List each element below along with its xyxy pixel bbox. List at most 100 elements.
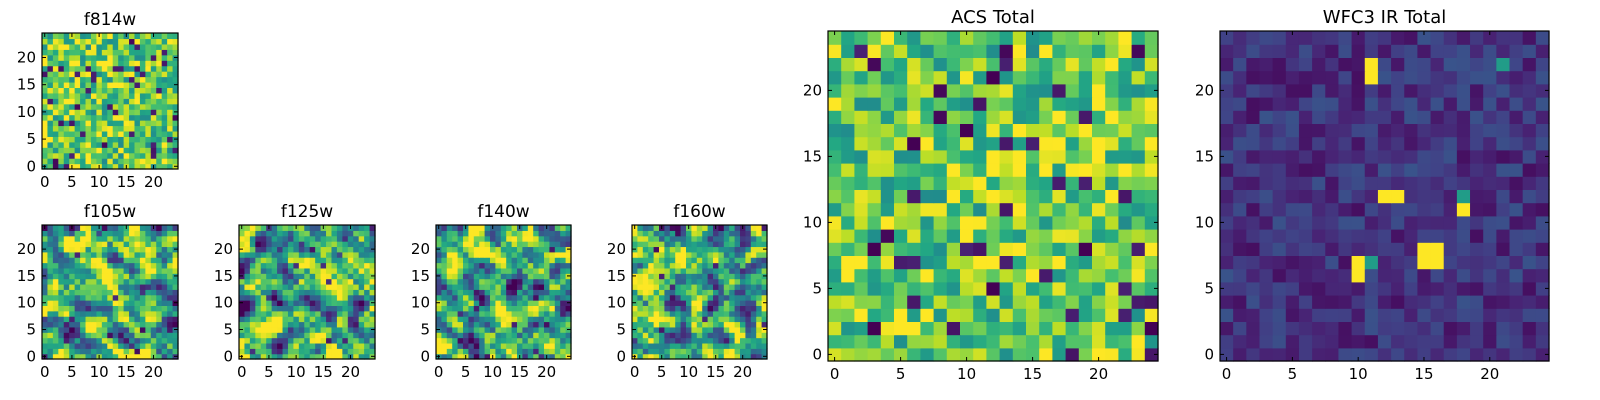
heatmap-cell [463, 235, 469, 242]
heatmap-cell [495, 283, 502, 290]
heatmap-cell [632, 283, 638, 290]
heatmap-cell [894, 321, 908, 336]
heatmap-cell [293, 246, 300, 253]
heatmap-cell [293, 230, 300, 237]
heatmap-cell [642, 241, 649, 248]
heatmap-cell [680, 326, 687, 333]
heatmap-cell [145, 289, 152, 296]
heatmap-cell [648, 305, 655, 312]
heatmap-cell [495, 316, 502, 323]
heatmap-cell [139, 251, 146, 258]
heatmap-cell [107, 246, 114, 253]
heatmap-cell [544, 326, 550, 333]
heatmap-cell [1246, 295, 1261, 309]
heatmap-cell [745, 332, 752, 339]
heatmap-cell [1351, 189, 1366, 204]
heatmap-cell [750, 283, 757, 290]
heatmap-cell [973, 110, 987, 124]
heatmap-cell [145, 353, 152, 360]
heatmap-cell [669, 305, 676, 312]
heatmap-cell [161, 310, 168, 317]
heatmap-cell [867, 163, 882, 177]
heatmap-cell [490, 332, 496, 339]
heatmap-cell [118, 241, 125, 248]
heatmap-cell [42, 283, 49, 290]
heatmap-cell [63, 316, 70, 323]
heatmap-cell [326, 300, 333, 306]
heatmap-cell [90, 326, 97, 333]
heatmap-cell [511, 246, 518, 253]
heatmap-cell [69, 152, 76, 159]
heatmap-cell [750, 294, 757, 301]
heatmap-cell [1131, 229, 1146, 243]
heatmap-cell [309, 273, 316, 280]
heatmap-cell [287, 267, 294, 274]
heatmap-cell [686, 241, 692, 248]
heatmap-cell [907, 176, 921, 190]
heatmap-cells [42, 33, 179, 170]
heatmap-cell [436, 337, 442, 344]
heatmap-cell [452, 294, 459, 301]
heatmap-cell [156, 65, 163, 72]
heatmap-cell [172, 225, 179, 231]
heatmap-cell [734, 267, 741, 274]
heatmap-cell [484, 273, 491, 280]
heatmap-cell [1417, 83, 1432, 98]
heatmap-cell [500, 348, 507, 355]
heatmap-cell [933, 215, 948, 230]
heatmap-cell [282, 230, 289, 237]
heatmap-cell [734, 316, 741, 323]
heatmap-cell [96, 130, 103, 137]
heatmap-cell [745, 246, 752, 253]
heatmap-cell [1233, 347, 1247, 362]
heatmap-cell [648, 300, 655, 306]
heatmap-cell [1443, 202, 1458, 217]
heatmap-cell [1144, 229, 1159, 243]
heatmap-cell [364, 300, 371, 306]
heatmap-cell [58, 251, 65, 258]
heatmap-cell [1220, 189, 1234, 204]
heatmap-cell [244, 251, 251, 258]
heatmap-cell [96, 337, 103, 344]
heatmap-cell [1246, 268, 1261, 283]
heatmap-cell [1272, 97, 1287, 111]
heatmap-cell [960, 255, 974, 270]
heatmap-cell [565, 278, 572, 285]
heatmap-cell [729, 267, 736, 274]
heatmap-cell [500, 246, 507, 253]
heatmap-cell [331, 235, 338, 242]
heatmap-cell [112, 294, 119, 301]
heatmap-cell [331, 332, 338, 339]
heatmap-cell [675, 267, 682, 274]
heatmap-cell [1052, 31, 1067, 45]
heatmap-cell [642, 246, 649, 253]
heatmap-cell [112, 103, 119, 110]
heatmap-cell [129, 289, 136, 296]
heatmap-cell [1065, 97, 1080, 111]
heatmap-cell [42, 125, 49, 132]
heatmap-cell [1298, 255, 1313, 270]
heatmap-cell [96, 230, 103, 237]
heatmap-cell [145, 348, 152, 355]
heatmap-cell [1509, 321, 1524, 336]
heatmap-cell [320, 262, 327, 269]
heatmap-cell [718, 353, 725, 360]
heatmap-cell [500, 342, 507, 349]
heatmap-cell [118, 114, 125, 121]
heatmap-cell [1351, 255, 1366, 270]
heatmap-cell [123, 158, 130, 165]
heatmap-cell [632, 241, 638, 248]
heatmap-cell [129, 76, 136, 83]
heatmap-cell [565, 283, 572, 290]
heatmap-cell [686, 273, 692, 280]
heatmap-cell [309, 241, 316, 248]
x-tick-label: 15 [314, 363, 333, 381]
heatmap-cell [696, 300, 703, 306]
heatmap-cell [347, 316, 354, 323]
heatmap-cell [52, 294, 59, 301]
heatmap-cell [118, 273, 125, 280]
heatmap-cell [920, 83, 935, 98]
heatmap-cell [691, 294, 698, 301]
heatmap-cell [933, 255, 948, 270]
heatmap-cell [1246, 83, 1261, 98]
